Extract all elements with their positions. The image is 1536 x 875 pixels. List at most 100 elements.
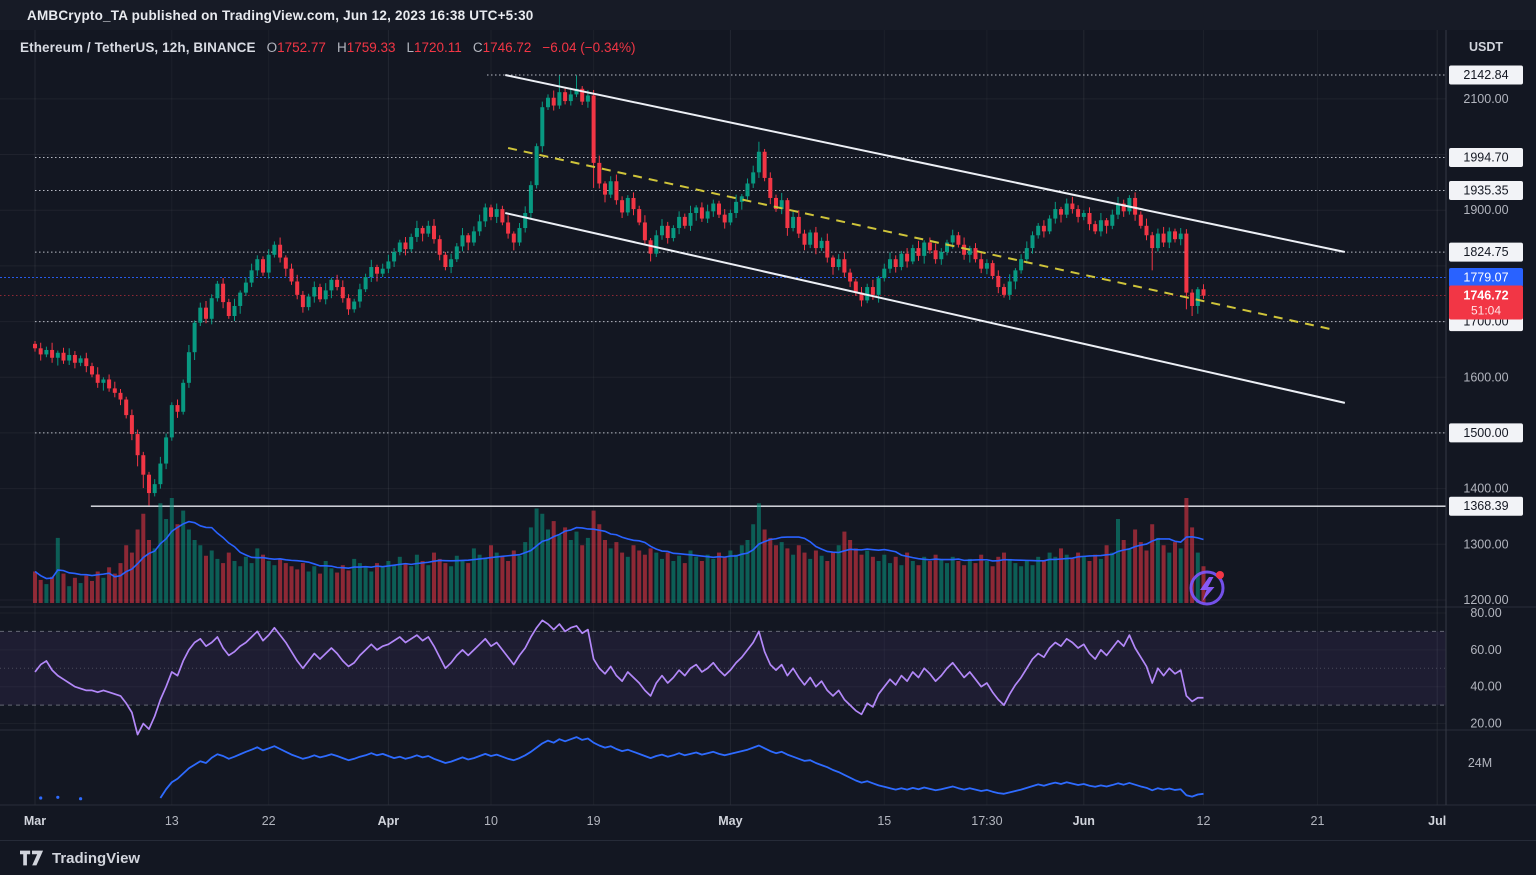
candle-body	[768, 177, 773, 198]
current-price-badge[interactable]	[1449, 285, 1523, 320]
candle-body	[50, 349, 55, 358]
channel-mid-trendline[interactable]	[507, 147, 1335, 331]
volume-bar	[198, 545, 203, 603]
time-tick-label: 15	[877, 814, 891, 828]
candle-body	[1110, 214, 1115, 226]
volume-bar	[870, 556, 875, 603]
candle-body	[483, 207, 488, 222]
price-level-badge[interactable]	[1449, 242, 1523, 262]
open-value: 1752.77	[277, 40, 326, 55]
volume-bar	[209, 550, 214, 603]
volume-bar	[312, 566, 317, 603]
candle-body	[33, 343, 37, 349]
volume-bar	[335, 572, 340, 603]
blue-price-badge[interactable]	[1449, 268, 1523, 288]
candle-body	[614, 181, 619, 201]
volume-bar	[124, 545, 129, 603]
candle-body	[1030, 235, 1035, 249]
candle-body	[1064, 203, 1069, 215]
volume-bar	[768, 537, 773, 603]
volume-bar	[101, 577, 106, 603]
volume-bar	[751, 524, 756, 603]
price-level-badge[interactable]	[1449, 181, 1523, 201]
candle-body	[580, 88, 585, 102]
volume-bar	[483, 558, 488, 603]
volume-bar	[853, 548, 858, 603]
price-level-badge[interactable]	[1449, 423, 1523, 443]
price-tick-label: 1200.00	[1463, 593, 1508, 607]
volume-bar	[836, 545, 841, 603]
time-tick-label: 13	[165, 814, 179, 828]
chart-stage[interactable]: USDT 2100.00 1900.00 1600.00 1400.00 1300.00 1…	[0, 30, 1536, 840]
candle-body	[192, 322, 197, 353]
candle-body	[221, 283, 226, 303]
volume-bar	[306, 571, 311, 603]
candle-body	[141, 455, 146, 475]
channel-top-trendline[interactable]	[505, 74, 1346, 254]
volume-bar	[825, 561, 830, 603]
volume-bar	[414, 554, 419, 603]
volume-bar	[72, 577, 77, 603]
channel-bottom-trendline[interactable]	[505, 212, 1346, 404]
candle-body	[808, 232, 813, 245]
candle-body	[620, 200, 625, 213]
candle-body	[335, 279, 340, 288]
volume-bar	[1161, 545, 1166, 603]
volume-bar	[859, 554, 864, 603]
volume-bar	[323, 561, 328, 603]
candle-body	[722, 214, 727, 223]
candle-body	[1116, 203, 1120, 215]
candle-body	[865, 287, 870, 301]
price-level-badge[interactable]	[1449, 496, 1523, 516]
candle-body	[135, 434, 140, 456]
volume-bar	[506, 561, 511, 603]
volume-bar	[243, 556, 248, 603]
volume-bar	[808, 558, 813, 603]
candle-body	[893, 259, 898, 268]
time-tick-label: 19	[587, 814, 601, 828]
close-label: C	[472, 40, 483, 55]
candle-body	[466, 235, 471, 243]
volume-bar	[352, 558, 357, 603]
tradingview-brand-text[interactable]: TradingView	[52, 849, 141, 867]
price-level-badge[interactable]	[1449, 147, 1523, 167]
price-level-badge[interactable]	[1449, 65, 1523, 85]
volume-bar	[283, 563, 288, 603]
candle-body	[44, 349, 49, 355]
volume-bar	[1155, 537, 1160, 603]
volume-bar	[1104, 545, 1109, 603]
volume-bar	[226, 552, 231, 603]
candle-body	[1184, 233, 1189, 293]
symbol-title[interactable]: Ethereum / TetherUS, 12h, BINANCE	[20, 40, 256, 55]
volume-bar	[876, 561, 881, 603]
volume-bar	[494, 552, 499, 603]
volume-bar	[1013, 563, 1018, 603]
volume-bar	[67, 586, 72, 603]
volume-bar	[557, 534, 562, 603]
volume-bar	[984, 561, 989, 603]
volume-bar	[813, 550, 818, 603]
volume-bar	[956, 561, 961, 603]
candle-body	[1013, 270, 1018, 282]
volume-bar	[785, 548, 790, 603]
candle-body	[1161, 233, 1166, 243]
footer-bar: TradingView	[0, 840, 1536, 875]
volume-bar	[739, 545, 744, 603]
tradingview-logo-icon[interactable]	[20, 850, 44, 866]
candle-body	[819, 240, 824, 249]
candle-body	[1178, 233, 1183, 240]
candle-body	[517, 228, 522, 243]
volume-bar	[375, 563, 379, 603]
candle-body	[90, 366, 94, 375]
price-chart-canvas[interactable]: USDT 2100.00 1900.00 1600.00 1400.00 1300.00 1…	[0, 30, 1536, 840]
candle-body	[209, 298, 214, 319]
candle-body	[243, 282, 248, 293]
volume-bar	[762, 529, 767, 603]
volume-bar	[249, 563, 254, 603]
volume-bar	[129, 552, 134, 603]
volume-bar	[660, 558, 664, 603]
volume-bar	[625, 556, 630, 603]
candle-body	[967, 248, 972, 255]
symbol-legend[interactable]: Ethereum / TetherUS, 12h, BINANCE O1752.…	[20, 40, 635, 55]
volume-bar	[1127, 548, 1132, 603]
